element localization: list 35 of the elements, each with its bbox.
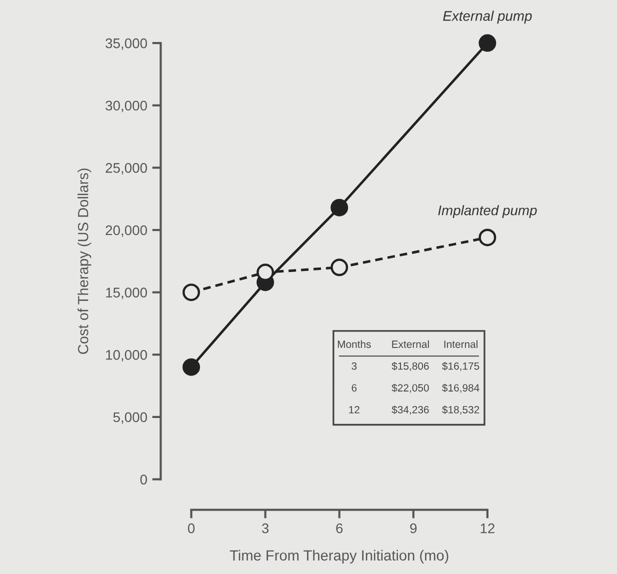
annotation: $16,984 [442, 384, 480, 393]
y-tick-label: 25,000 [106, 163, 147, 174]
annotation: 6 [352, 384, 357, 392]
point [182, 284, 200, 302]
annotation: External [392, 340, 429, 348]
point [330, 258, 348, 276]
annotation: $22,050 [392, 384, 429, 393]
x-tick-label: 12 [480, 523, 494, 534]
annotation: Months [338, 340, 371, 348]
y-tick-label: 35,000 [106, 38, 147, 50]
y-tick-label: 15,000 [106, 288, 147, 300]
point [182, 358, 200, 376]
annotation: $34,236 [392, 406, 429, 415]
x-axis-title: Time From Therapy Initiation (mo) [230, 550, 448, 564]
annotation: $16,175 [442, 362, 480, 371]
y-tick-label: 30,000 [106, 100, 147, 112]
point [478, 228, 496, 246]
annotation: 3 [352, 362, 357, 370]
annotation: $18,532 [442, 406, 480, 415]
x-tick-label: 3 [262, 523, 269, 534]
y-axis-title: Cost of Therapy (US Dollars) [78, 168, 92, 354]
point [478, 34, 496, 52]
x-tick-label: 0 [188, 523, 195, 534]
x-tick-label: 9 [410, 523, 417, 534]
annotation: Internal [444, 340, 478, 348]
y-tick-label: 5,000 [113, 412, 147, 424]
y-tick-label: 20,000 [106, 225, 147, 237]
point [330, 198, 348, 216]
series-label: External pump [443, 10, 532, 24]
series-label: Implanted pump [438, 205, 537, 218]
annotation: 12 [349, 406, 360, 414]
x-tick-label: 6 [336, 523, 343, 534]
annotation: $15,806 [392, 362, 429, 371]
y-tick-label: 10,000 [106, 350, 147, 362]
y-tick-label: 0 [140, 474, 147, 484]
